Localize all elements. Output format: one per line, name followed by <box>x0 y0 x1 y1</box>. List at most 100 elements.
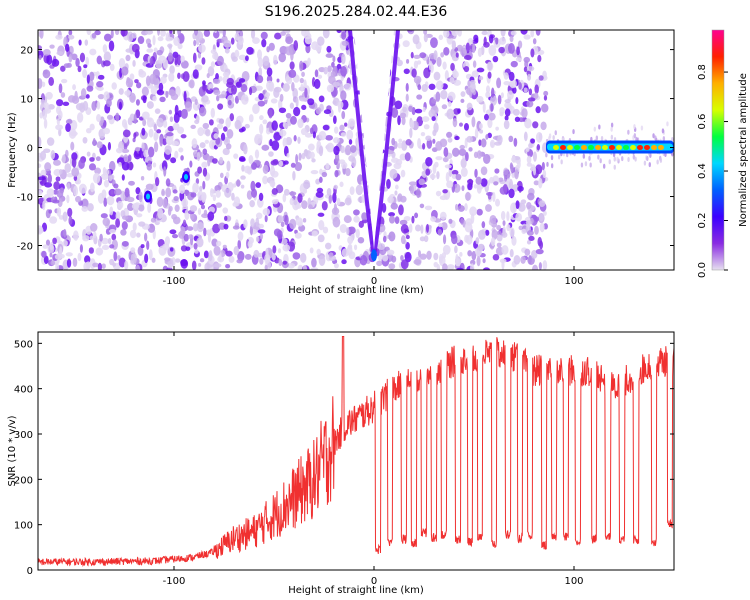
noise-blob <box>465 151 469 162</box>
noise-blob <box>168 109 173 115</box>
noise-blob <box>62 211 68 222</box>
noise-blob <box>527 208 532 218</box>
noise-blob <box>487 61 493 71</box>
noise-blob <box>56 207 62 217</box>
noise-blob <box>201 193 206 203</box>
noise-blob <box>258 93 264 101</box>
noise-blob <box>83 64 88 69</box>
noise-blob <box>109 244 115 249</box>
noise-blob <box>496 224 502 231</box>
noise-blob <box>132 60 136 67</box>
noise-blob <box>220 132 226 141</box>
noise-blob <box>414 108 423 114</box>
noise-blob <box>170 157 177 164</box>
noise-blob <box>279 93 284 102</box>
colorbar-tick-label: 0.8 <box>697 64 708 80</box>
noise-blob <box>509 227 515 238</box>
noise-blob <box>56 189 64 198</box>
noise-blob <box>82 136 88 144</box>
band-halo <box>560 159 563 165</box>
noise-blob <box>278 107 287 114</box>
noise-blob <box>179 184 186 194</box>
noise-blob <box>109 206 114 216</box>
band-halo <box>610 122 614 128</box>
band-halo <box>598 124 601 130</box>
noise-blob <box>279 45 288 55</box>
noise-blob <box>49 216 58 224</box>
noise-blob <box>191 260 197 270</box>
noise-blob <box>304 87 308 99</box>
noise-blob <box>454 135 460 141</box>
noise-blob <box>466 102 473 111</box>
noise-blob <box>497 94 502 105</box>
noise-blob <box>444 70 449 81</box>
noise-blob <box>448 218 453 224</box>
noise-blob <box>248 155 254 165</box>
noise-blob <box>458 148 467 156</box>
noise-blob <box>101 263 106 269</box>
noise-blob <box>424 205 433 211</box>
noise-blob <box>143 149 149 158</box>
noise-blob <box>199 142 206 149</box>
band-halo <box>654 135 657 141</box>
noise-blob <box>534 225 539 235</box>
noise-blob <box>215 190 221 198</box>
noise-blob <box>341 53 346 65</box>
noise-blob <box>311 158 316 163</box>
noise-blob <box>393 162 402 170</box>
band-halo <box>656 159 659 165</box>
noise-blob <box>48 209 53 214</box>
noise-blob <box>87 203 94 212</box>
spectrogram-y-tick-label: 10 <box>20 95 33 106</box>
noise-blob <box>165 187 172 198</box>
band-halo <box>634 156 637 162</box>
noise-blob <box>341 31 347 40</box>
noise-blob <box>487 191 492 200</box>
noise-blob <box>47 104 55 110</box>
noise-blob <box>91 32 97 39</box>
noise-blob <box>109 63 115 72</box>
noise-blob <box>530 164 536 172</box>
snr-x-tick-label: 0 <box>371 576 377 587</box>
noise-blob <box>391 137 396 146</box>
noise-blob <box>197 208 202 216</box>
noise-blob <box>158 55 167 64</box>
noise-blob <box>417 250 422 258</box>
noise-blob <box>455 52 459 58</box>
noise-blob <box>41 250 47 258</box>
noise-blob <box>222 30 226 38</box>
noise-blob <box>485 91 491 99</box>
noise-blob <box>215 240 222 247</box>
noise-blob <box>293 200 298 206</box>
noise-blob <box>65 119 73 125</box>
noise-blob <box>180 108 188 119</box>
noise-blob <box>433 71 441 81</box>
noise-blob <box>96 81 104 88</box>
noise-blob <box>514 169 519 180</box>
noise-blob <box>174 150 179 159</box>
noise-blob <box>42 200 46 211</box>
noise-blob <box>86 85 94 92</box>
noise-blob <box>196 221 204 233</box>
noise-blob <box>297 264 304 270</box>
noise-blob <box>414 212 419 219</box>
noise-blob <box>432 138 436 144</box>
band-hotspot <box>609 145 615 151</box>
noise-blob <box>182 219 187 227</box>
noise-blob <box>197 127 205 137</box>
noise-blob <box>490 95 498 106</box>
noise-blob <box>67 207 73 217</box>
noise-blob <box>423 30 428 35</box>
noise-blob <box>403 215 411 222</box>
noise-blob <box>237 239 242 250</box>
noise-blob <box>402 40 410 48</box>
band-halo <box>584 161 588 167</box>
noise-blob <box>478 229 486 240</box>
noise-blob <box>490 141 494 148</box>
noise-blob <box>270 170 279 178</box>
noise-blob <box>147 202 152 213</box>
noise-blob <box>521 108 528 118</box>
noise-blob <box>443 147 449 158</box>
noise-blob <box>340 66 347 77</box>
noise-blob <box>538 262 542 270</box>
